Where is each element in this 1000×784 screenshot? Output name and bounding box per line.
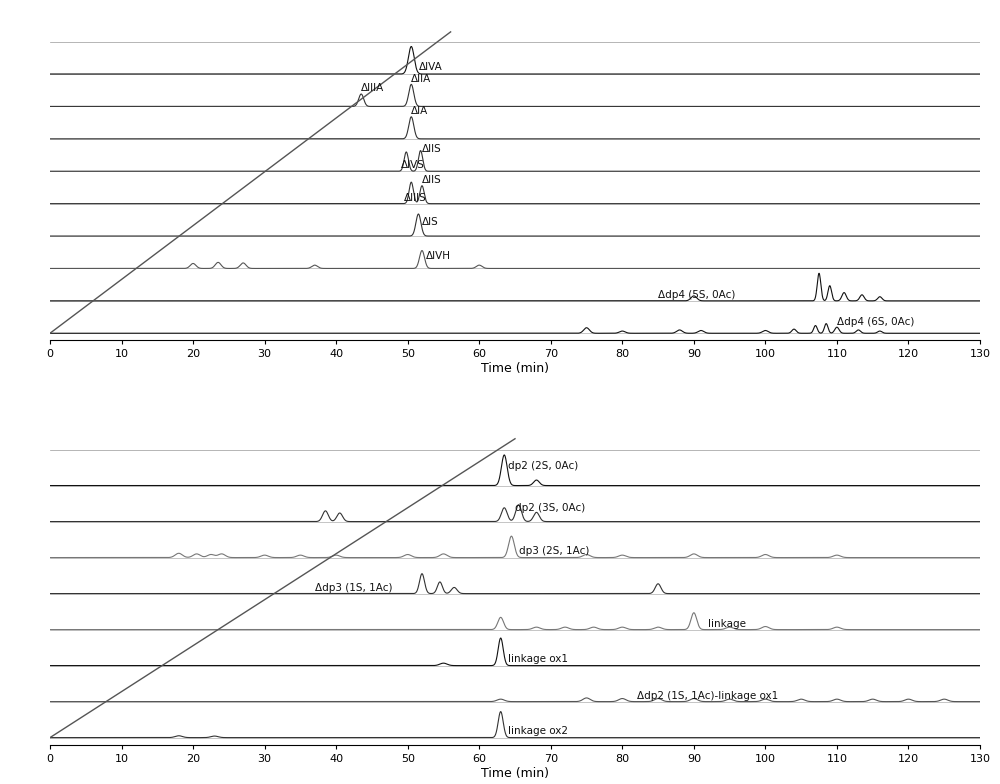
- Text: ΔIA: ΔIA: [411, 106, 429, 116]
- Text: linkage ox1: linkage ox1: [508, 655, 568, 664]
- Text: ΔIVH: ΔIVH: [426, 252, 451, 261]
- Text: dp2 (3S, 0Ac): dp2 (3S, 0Ac): [515, 503, 585, 513]
- Text: ΔIIA: ΔIIA: [411, 74, 432, 84]
- Text: Δdp4 (5S, 0Ac): Δdp4 (5S, 0Ac): [658, 290, 735, 300]
- Text: dp2 (2S, 0Ac): dp2 (2S, 0Ac): [508, 461, 578, 471]
- Text: Δdp3 (1S, 1Ac): Δdp3 (1S, 1Ac): [315, 583, 392, 593]
- Text: ΔIS: ΔIS: [422, 217, 439, 227]
- Text: linkage: linkage: [708, 619, 746, 629]
- Text: ΔIVA: ΔIVA: [418, 62, 442, 72]
- Text: ΔIVS: ΔIVS: [401, 160, 424, 170]
- Text: Δdp2 (1S, 1Ac)-linkage ox1: Δdp2 (1S, 1Ac)-linkage ox1: [637, 691, 778, 701]
- X-axis label: Time (min): Time (min): [481, 361, 549, 375]
- Text: ΔIIIS: ΔIIIS: [404, 193, 427, 203]
- Text: linkage ox2: linkage ox2: [508, 727, 568, 736]
- Text: ΔIIS: ΔIIS: [422, 175, 442, 185]
- X-axis label: Time (min): Time (min): [481, 767, 549, 779]
- Text: ΔIIS: ΔIIS: [422, 144, 442, 154]
- Text: dp3 (2S, 1Ac): dp3 (2S, 1Ac): [519, 546, 589, 556]
- Text: Δdp4 (6S, 0Ac): Δdp4 (6S, 0Ac): [837, 317, 914, 327]
- Text: ΔIIIA: ΔIIIA: [361, 83, 384, 93]
